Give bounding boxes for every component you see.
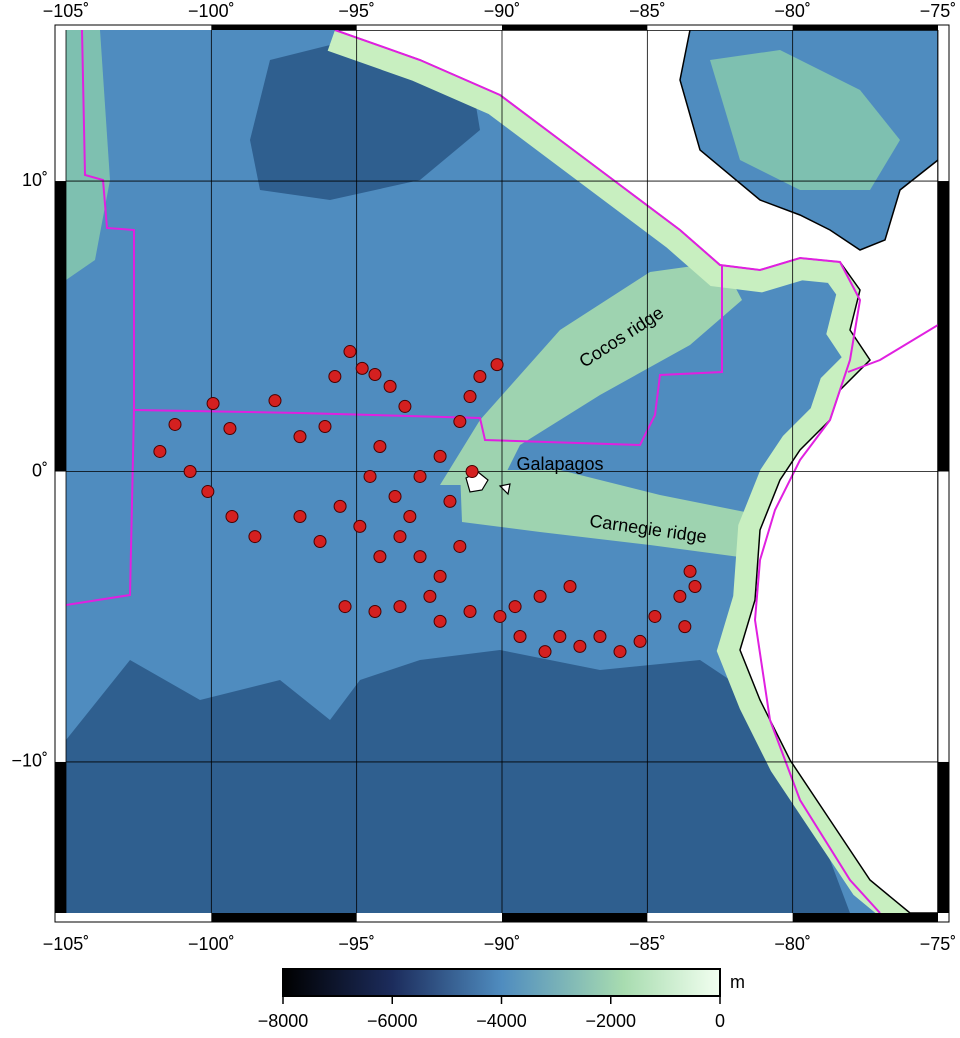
observation-point [168,417,182,431]
observation-point [683,564,697,578]
observation-point [443,494,457,508]
x-tick-label: −100˚ [188,934,235,954]
observation-point [513,629,527,643]
observation-point [373,440,387,454]
observation-point [313,535,327,549]
observation-point [388,489,402,503]
observation-point [463,390,477,404]
frame-bar [211,913,357,922]
observation-point [368,367,382,381]
observation-point [490,358,504,372]
observation-point [355,361,369,375]
x-tick-label: −95˚ [338,1,375,21]
observation-point [508,600,522,614]
frame-bar [211,25,357,30]
observation-point [465,465,479,478]
observation-point [201,485,215,499]
frame-bar [938,761,949,913]
observation-point [225,510,239,524]
observation-point [493,609,507,623]
observation-point [318,419,332,433]
observation-point [563,580,577,594]
observation-point [353,519,367,533]
observation-point [368,605,382,619]
x-tick-label: −100˚ [188,1,235,21]
observation-point [423,589,437,603]
observation-point [433,614,447,628]
observation-point [473,370,487,384]
frame-bar [792,913,938,922]
observation-point [593,629,607,643]
observation-point [183,465,197,478]
x-tick-label: −85˚ [629,1,666,21]
x-tick-label: −75˚ [920,934,957,954]
observation-point [383,379,397,393]
observation-point [413,550,427,564]
frame-bar [502,913,648,922]
observation-point [403,510,417,524]
colorbar-tick-label: −4000 [476,1011,527,1031]
y-tick-label: 0˚ [32,460,48,480]
observation-point [338,600,352,614]
frame-bar [502,25,648,30]
observation-point [398,399,412,413]
x-tick-label: −105˚ [43,934,90,954]
observation-point [333,499,347,513]
observation-point [223,422,237,436]
observation-point [633,634,647,648]
x-tick-label: −95˚ [338,934,375,954]
observation-point [553,629,567,643]
colorbar-tick-label: −8000 [258,1011,309,1031]
frame-bar [55,181,66,472]
y-tick-label: 10˚ [22,170,48,190]
y-tick-label: −10˚ [11,751,48,771]
observation-point [413,469,427,483]
observation-point [648,609,662,623]
observation-point [293,510,307,524]
observation-point [688,580,702,594]
observation-point [393,600,407,614]
observation-point [673,589,687,603]
x-tick-label: −75˚ [920,1,957,21]
observation-point [393,530,407,544]
observation-point [363,469,377,483]
observation-point [678,620,692,634]
frame-bar [792,25,938,30]
x-tick-label: −90˚ [484,1,521,21]
observation-point [328,370,342,384]
x-tick-label: −80˚ [774,1,811,21]
colorbar-unit: m [730,972,745,992]
observation-point [206,397,220,411]
observation-point [533,589,547,603]
observation-point [573,639,587,653]
observation-point [453,415,467,429]
observation-point [248,530,262,544]
observation-point [538,645,552,659]
colorbar-tick-label: 0 [715,1011,725,1031]
observation-point [293,430,307,444]
observation-point [613,645,627,659]
colorbar [282,968,721,997]
frame-bar [55,761,66,913]
observation-point [433,569,447,583]
colorbar-tick-label: −2000 [585,1011,636,1031]
x-tick-label: −105˚ [43,1,90,21]
x-tick-label: −80˚ [774,934,811,954]
observation-point [343,345,357,359]
observation-point [433,449,447,463]
frame-bar [938,181,949,472]
observation-point [463,605,477,619]
map-annotation: Galapagos [516,454,603,474]
x-tick-label: −85˚ [629,934,666,954]
observation-point [153,444,167,458]
observation-point [268,394,282,408]
observation-point [453,539,467,553]
x-tick-label: −90˚ [484,934,521,954]
observation-point [373,550,387,564]
colorbar-tick-label: −6000 [367,1011,418,1031]
